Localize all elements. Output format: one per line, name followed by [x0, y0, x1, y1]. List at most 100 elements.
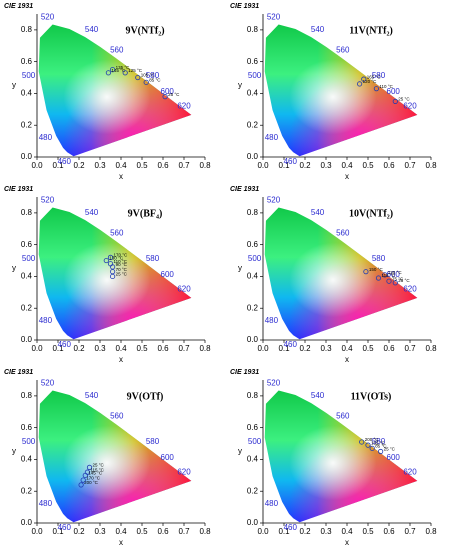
point-label: 200 °C	[84, 480, 99, 485]
wavelength-label: 560	[336, 46, 350, 55]
x-tick-label: 0.3	[320, 527, 332, 536]
point-label: 130 °C	[109, 256, 124, 261]
x-axis-label: x	[119, 538, 123, 547]
data-point	[375, 275, 382, 281]
y-tick-label: 0.4	[247, 272, 259, 281]
wavelength-label: 580	[372, 437, 386, 446]
x-tick-label: 0.8	[425, 161, 437, 170]
wavelength-label: 560	[336, 412, 350, 421]
sample-label: 9V(OTf)	[127, 391, 164, 402]
cie-panel: 0.0 0.1 0.2 0.3 0.4 0.5 0.6 0.7 0.8 0.0 0.2 0.4 0.6 0…	[230, 369, 437, 547]
y-tick-label: 0.6	[247, 240, 259, 249]
wavelength-label: 600	[161, 270, 175, 279]
x-tick-label: 0.1	[52, 161, 64, 170]
x-tick-label: 0.2	[299, 527, 311, 536]
wavelength-label: 620	[403, 467, 417, 476]
wavelength-label: 540	[85, 25, 99, 34]
panel-title: CIE 1931	[230, 369, 259, 376]
x-axis-label: x	[119, 355, 123, 364]
point-label: 145 °C	[111, 68, 126, 73]
wavelength-label: 520	[41, 195, 55, 204]
data-point	[392, 98, 398, 104]
point-label: 200 °C	[365, 437, 380, 442]
y-tick-label: 0.8	[21, 208, 33, 217]
wavelength-label: 460	[284, 523, 298, 532]
y-tick-label: 0.2	[21, 120, 33, 129]
data-point	[365, 442, 371, 448]
x-tick-label: 0.2	[299, 161, 311, 170]
data-point	[361, 76, 367, 82]
point-label: 25 °C	[93, 463, 105, 468]
point-label: 90 °C	[116, 262, 128, 267]
x-tick-label: 0.2	[299, 344, 311, 353]
panel-title: CIE 1931	[4, 3, 33, 10]
wavelength-label: 500	[248, 254, 262, 263]
x-tick-label: 0.1	[278, 161, 290, 170]
data-point	[359, 439, 365, 445]
point-label: 75 °C	[392, 276, 404, 281]
wavelength-label: 580	[146, 437, 160, 446]
wavelength-label: 520	[267, 195, 281, 204]
point-label: 105 °C	[141, 73, 156, 78]
point-label: 120 °C	[363, 79, 378, 84]
wavelength-label: 540	[85, 208, 99, 217]
panel-title: CIE 1931	[4, 186, 33, 193]
wavelength-label: 480	[39, 499, 53, 508]
x-tick-label: 0.2	[73, 161, 85, 170]
wavelength-label: 560	[110, 412, 124, 421]
data-point	[110, 273, 116, 280]
x-tick-label: 0.5	[136, 344, 148, 353]
wavelength-label: 500	[248, 71, 262, 80]
x-tick-label: 0.3	[94, 527, 106, 536]
x-tick-label: 0.1	[52, 344, 64, 353]
y-tick-label: 0.0	[247, 152, 259, 161]
x-tick-label: 0.0	[257, 161, 269, 170]
data-point	[357, 81, 363, 87]
point-label: 110 °C	[114, 259, 128, 264]
point-label: 115 °C	[90, 467, 104, 472]
y-tick-label: 0.0	[21, 518, 33, 527]
x-tick-label: 0.7	[404, 527, 416, 536]
x-tick-label: 0.1	[278, 344, 290, 353]
data-point	[110, 67, 116, 73]
x-tick-label: 0.0	[257, 344, 269, 353]
y-tick-label: 0.2	[247, 120, 259, 129]
data-point	[386, 278, 392, 284]
y-axis-label: y	[12, 264, 16, 273]
y-tick-label: 0.8	[247, 25, 259, 34]
x-tick-label: 0.3	[94, 344, 106, 353]
wavelength-label: 500	[22, 254, 36, 263]
data-point	[103, 257, 109, 264]
point-label: 170 °C	[114, 253, 129, 258]
y-axis-label: y	[238, 264, 242, 273]
x-tick-label: 0.6	[383, 161, 395, 170]
x-tick-label: 0.6	[157, 161, 169, 170]
x-tick-label: 0.6	[383, 527, 395, 536]
wavelength-label: 600	[161, 453, 175, 462]
x-tick-label: 0.2	[73, 344, 85, 353]
wavelength-label: 540	[311, 391, 325, 400]
wavelength-label: 620	[403, 101, 417, 110]
x-tick-label: 0.0	[31, 161, 43, 170]
data-point	[378, 448, 384, 455]
y-tick-label: 0.2	[21, 486, 33, 495]
point-label: 70 °C	[116, 267, 128, 272]
point-label: 130 °C	[388, 270, 403, 275]
point-label: 25 °C	[168, 92, 180, 97]
wavelength-label: 460	[58, 157, 72, 166]
point-label: 115 °C	[382, 273, 396, 278]
sample-label: 11V(OTs)	[351, 391, 392, 402]
x-tick-label: 0.0	[257, 527, 269, 536]
wavelength-label: 520	[41, 378, 55, 387]
point-label: 125 °C	[128, 68, 143, 73]
panel-title: CIE 1931	[230, 3, 259, 10]
y-tick-label: 0.6	[21, 57, 33, 66]
point-label: 165 °C	[367, 74, 382, 79]
x-axis-label: x	[345, 355, 349, 364]
x-tick-label: 0.3	[94, 161, 106, 170]
data-point	[373, 86, 379, 92]
wavelength-label: 560	[336, 229, 350, 238]
x-axis-label: x	[345, 538, 349, 547]
x-tick-label: 0.3	[320, 344, 332, 353]
